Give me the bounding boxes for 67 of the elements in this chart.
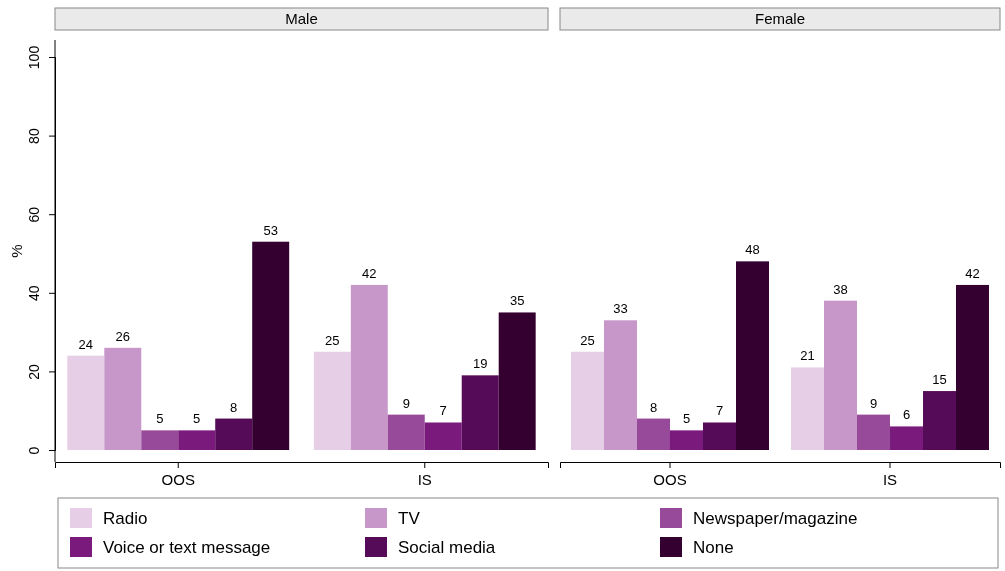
bar [703, 422, 736, 450]
data-label: 42 [965, 265, 980, 281]
data-label: 9 [402, 395, 410, 411]
data-label: 42 [362, 265, 377, 281]
bar [604, 320, 637, 450]
data-label: 38 [833, 281, 848, 297]
data-label: 25 [325, 332, 340, 348]
bar [424, 422, 462, 450]
legend-label: TV [398, 509, 421, 528]
bar [104, 347, 142, 450]
data-label: 48 [745, 242, 760, 258]
data-label: 35 [509, 293, 525, 309]
bar [857, 414, 890, 450]
data-label: 26 [115, 328, 131, 344]
bar [791, 367, 824, 450]
chart-title: Female [754, 10, 806, 27]
bar [350, 284, 388, 450]
data-label: 5 [193, 411, 201, 427]
data-label: 6 [902, 407, 911, 423]
bar [461, 375, 499, 450]
bar [215, 418, 253, 450]
legend-label: Radio [103, 509, 148, 528]
y-tick-label: 0 [26, 446, 42, 455]
bar [956, 284, 989, 450]
data-label: 8 [230, 399, 238, 415]
y-tick-label: 100 [26, 45, 42, 70]
data-label: 53 [263, 222, 278, 238]
bar [637, 418, 670, 450]
data-label: 21 [800, 348, 815, 364]
bar [498, 312, 536, 450]
legend-label: Voice or text message [103, 538, 271, 557]
legend-label: None [693, 538, 734, 557]
legend-label: Newspaper/magazine [693, 509, 858, 528]
data-label: 5 [682, 411, 691, 427]
bar [824, 300, 857, 450]
y-tick-label: 80 [26, 128, 42, 144]
bar [313, 351, 351, 450]
bar [387, 414, 425, 450]
y-tick-label: 40 [26, 285, 42, 302]
data-label: 15 [932, 372, 947, 388]
data-label: 9 [869, 395, 878, 411]
x-tick-label: IS [882, 470, 898, 488]
legend-label: Social media [398, 538, 496, 557]
chart-title: Male [285, 10, 318, 27]
x-tick-label: OOS [653, 470, 687, 488]
y-tick-label: 60 [26, 206, 42, 223]
data-label: 5 [156, 411, 164, 427]
data-label: 24 [78, 336, 94, 352]
bar [670, 430, 703, 450]
y-tick-label: 20 [26, 363, 42, 380]
x-tick-label: IS [417, 470, 432, 488]
data-label: 19 [472, 356, 488, 372]
bar [67, 355, 105, 450]
x-tick-label: OOS [161, 470, 195, 488]
bar [178, 430, 216, 450]
bar [571, 351, 604, 450]
data-label: 33 [613, 301, 628, 317]
bar [141, 430, 179, 450]
y-axis-title: % [8, 244, 25, 258]
bar [890, 426, 923, 450]
bar [252, 241, 290, 450]
data-label: 8 [649, 399, 658, 415]
data-label: 7 [439, 403, 447, 419]
bar [736, 261, 769, 450]
data-label: 7 [715, 403, 724, 419]
data-label: 25 [580, 332, 595, 348]
bar [923, 391, 956, 450]
